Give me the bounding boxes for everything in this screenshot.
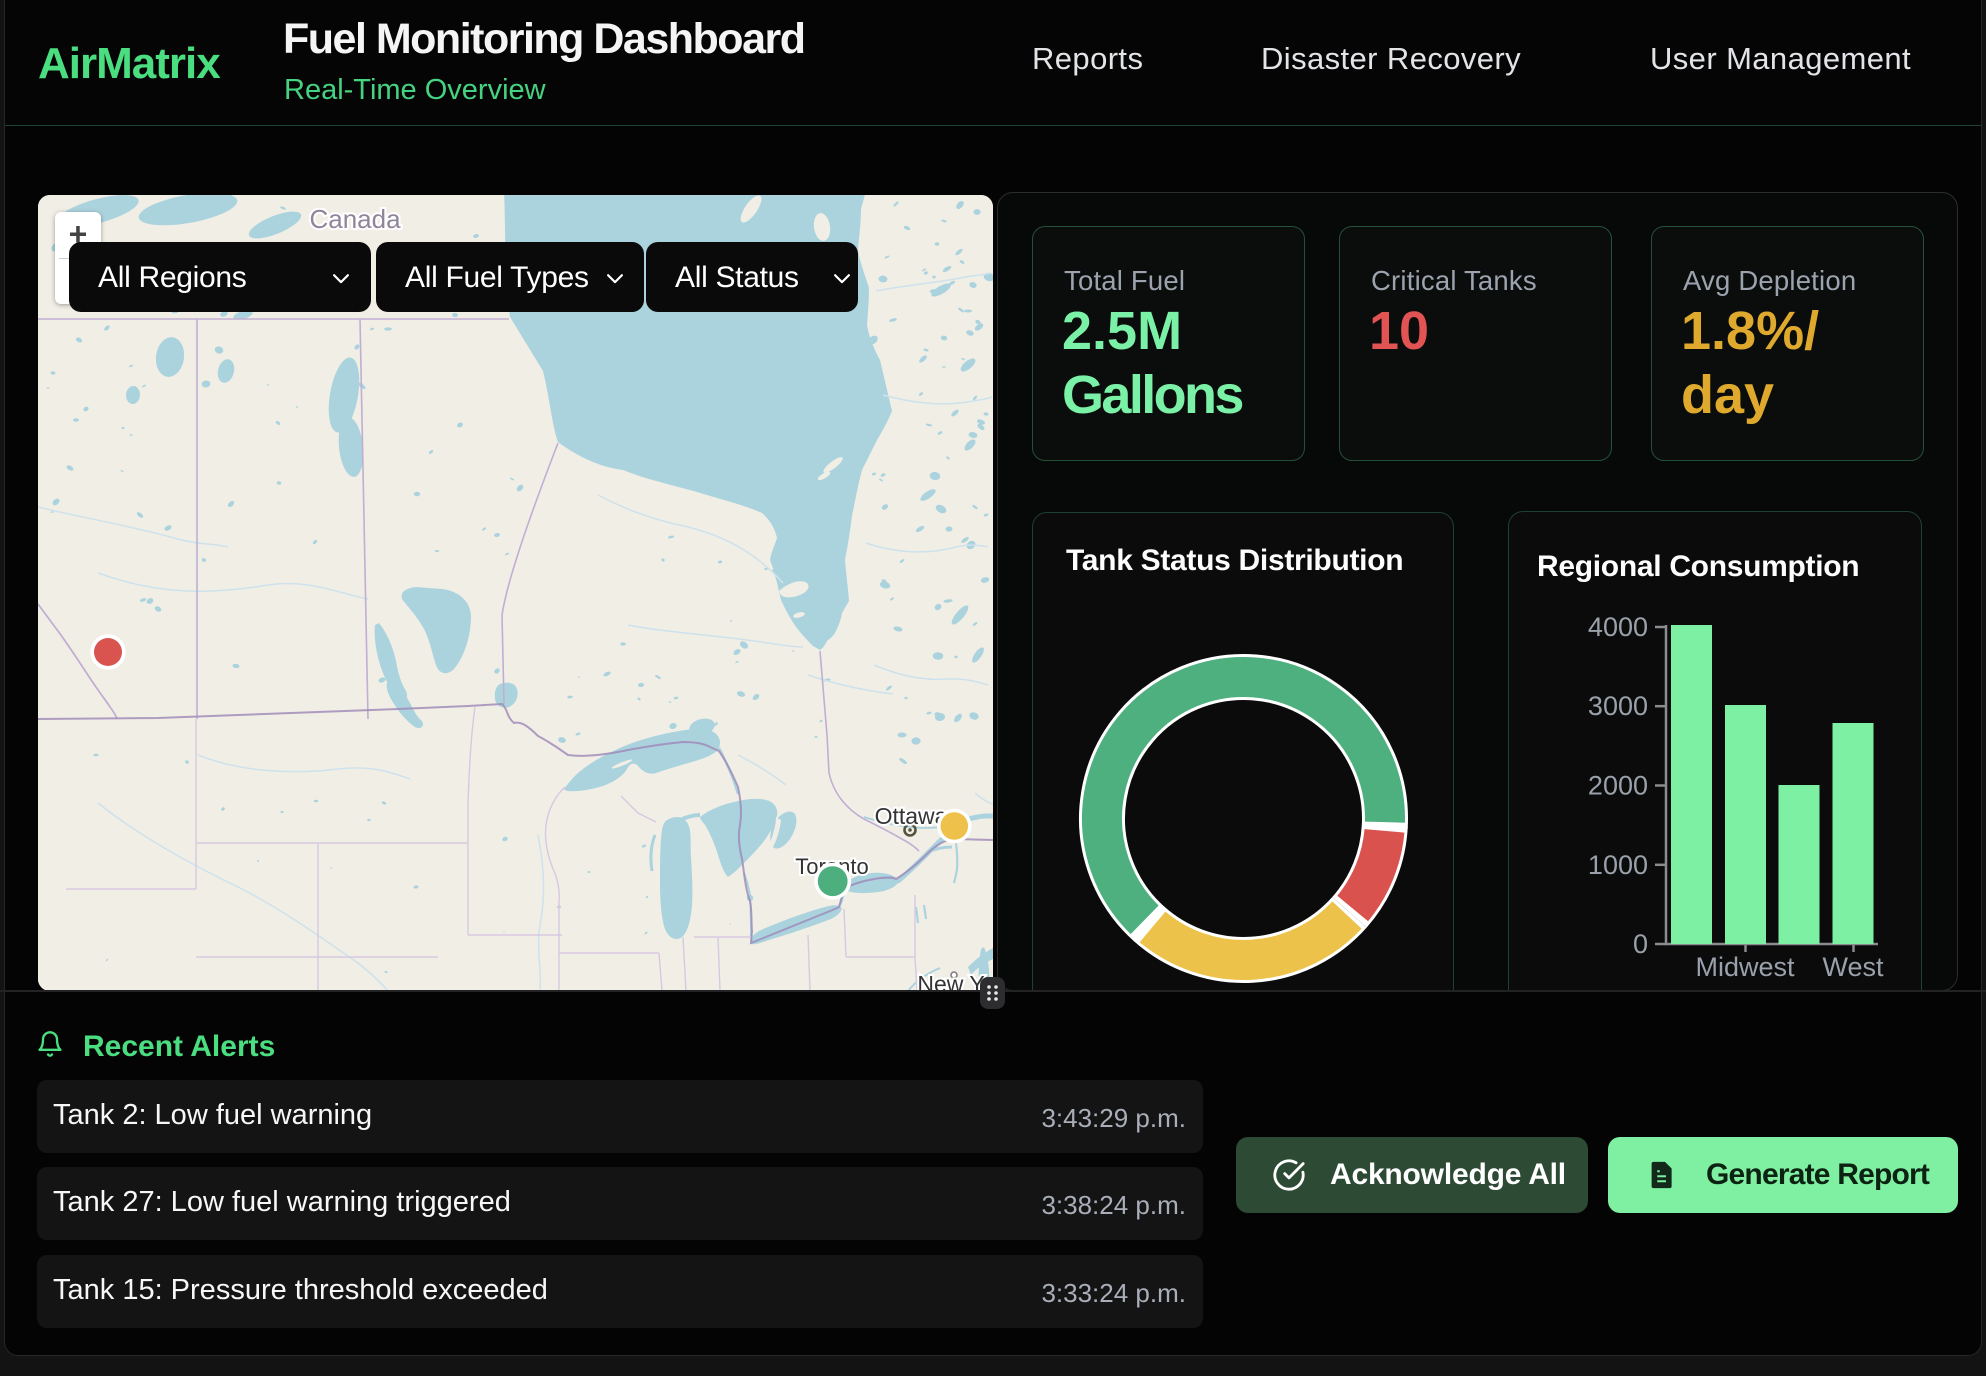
svg-text:Midwest: Midwest — [1695, 952, 1795, 982]
svg-text:Canada: Canada — [309, 204, 401, 234]
svg-text:Ottawa: Ottawa — [875, 803, 948, 829]
svg-text:3000: 3000 — [1588, 691, 1648, 721]
svg-text:New York: New York — [917, 971, 993, 991]
svg-text:West: West — [1822, 952, 1884, 982]
svg-text:2000: 2000 — [1588, 771, 1648, 801]
svg-text:1000: 1000 — [1588, 850, 1648, 880]
svg-text:4000: 4000 — [1588, 612, 1648, 642]
svg-text:0: 0 — [1633, 929, 1648, 959]
